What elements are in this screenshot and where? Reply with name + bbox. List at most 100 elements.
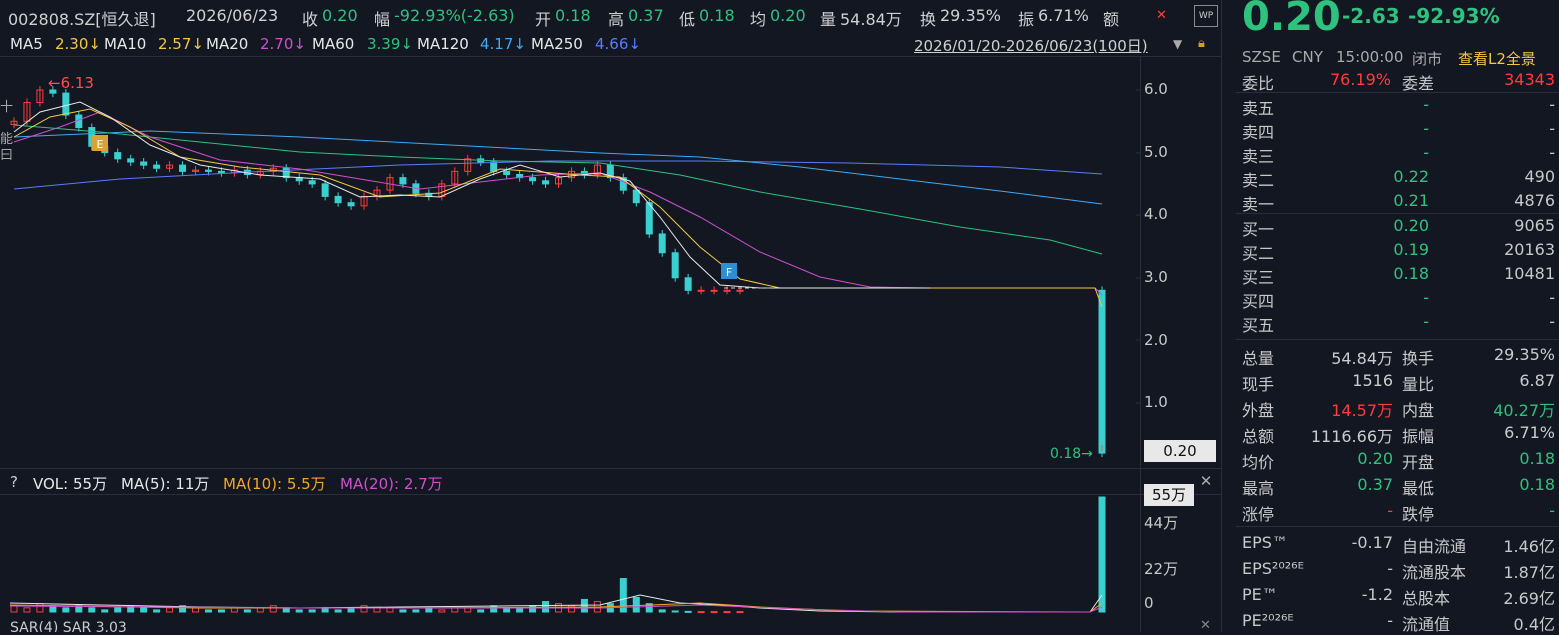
volume-value: 54.84万 xyxy=(840,10,902,29)
candle xyxy=(710,289,718,292)
stat-value: 0.18 xyxy=(1519,449,1555,468)
ma5-line xyxy=(13,101,930,289)
dropdown-arrow-icon[interactable]: ▼ xyxy=(1173,37,1183,51)
volume-bar xyxy=(697,611,705,614)
candle xyxy=(658,233,666,254)
volume-bar xyxy=(308,609,316,613)
candle xyxy=(75,114,83,129)
divider xyxy=(1221,0,1222,632)
stat-row: 涨停 - 跌停 - xyxy=(1222,499,1559,524)
stat-value: - xyxy=(1387,501,1393,520)
candle xyxy=(308,180,316,185)
volume-top-tag: 55万 xyxy=(1144,484,1194,506)
ma60-value: 3.39↓ xyxy=(367,35,413,53)
last-price-tag: 0.20 xyxy=(1144,440,1216,462)
ask-price: - xyxy=(1423,95,1429,114)
wp-icon[interactable]: WP xyxy=(1194,5,1218,27)
ma20-label: MA20 xyxy=(206,35,249,53)
event-marker-e[interactable] xyxy=(92,135,108,151)
volume-bar xyxy=(438,609,446,613)
ma20-value: 2.70↓ xyxy=(260,35,306,53)
ma5-value: 2.30↓ xyxy=(55,35,101,53)
avg-label: 均 xyxy=(750,10,767,29)
volume-label: 量 xyxy=(820,10,837,29)
volume-value: VOL: 55万 xyxy=(33,475,108,493)
volume-header: ? VOL: 55万 MA(5): 11万 MA(10): 5.5万 MA(20… xyxy=(0,470,1140,494)
ask-row: 卖五 - - xyxy=(1222,93,1559,118)
help-icon[interactable]: ? xyxy=(10,473,18,491)
fundamental-row: PE™ -1.2 总股本 2.69亿 xyxy=(1222,583,1559,608)
volume-ma5: MA(5): 11万 xyxy=(121,475,210,493)
ma120-label: MA120 xyxy=(417,35,469,53)
stat-label: 量比 xyxy=(1402,375,1435,394)
bid-label: 买四 xyxy=(1242,292,1275,311)
bid-label: 买五 xyxy=(1242,316,1275,335)
volume-bar xyxy=(114,607,122,613)
divider xyxy=(0,468,1222,469)
candle xyxy=(36,89,44,104)
ma10-value: 2.57↓ xyxy=(158,35,204,53)
avg-value: 0.20 xyxy=(770,6,806,25)
volume-bar xyxy=(153,609,161,613)
sar-indicator-label: SAR(4) SAR 3.03 xyxy=(10,620,127,632)
high-value: 0.37 xyxy=(628,6,664,25)
quote-time: 15:00:00 xyxy=(1336,48,1404,66)
fundamental-label: EPS²⁰²⁶ᴱ xyxy=(1242,559,1304,578)
l2-link[interactable]: 查看L2全景 xyxy=(1458,50,1536,68)
close-icon[interactable]: ✕ xyxy=(1200,618,1211,633)
stat-value: 0.20 xyxy=(1357,449,1393,468)
candle xyxy=(464,158,472,172)
event-marker-f-label: F xyxy=(726,266,732,279)
volume-bar xyxy=(36,603,44,613)
exchange-row: SZSE CNY 15:00:00 闭市 查看L2全景 xyxy=(1222,46,1559,70)
candle xyxy=(684,277,692,291)
fundamental-value: - xyxy=(1387,559,1393,578)
close-icon[interactable]: ✕ xyxy=(1156,8,1167,23)
volume-chart[interactable] xyxy=(0,495,1140,615)
bid-volume: 9065 xyxy=(1514,216,1555,235)
ask-label: 卖五 xyxy=(1242,99,1275,118)
turnover-label: 换 xyxy=(920,10,937,29)
stat-label: 开盘 xyxy=(1402,453,1435,472)
candle xyxy=(671,252,679,279)
stock-code[interactable]: 002808.SZ[恒久退] xyxy=(8,10,156,29)
weicha-value: 34343 xyxy=(1504,70,1555,89)
volume-bars xyxy=(10,496,1106,614)
bid-volume: - xyxy=(1549,288,1555,307)
stat-label: 外盘 xyxy=(1242,401,1275,420)
weibi-value: 76.19% xyxy=(1330,70,1392,89)
ask-price: - xyxy=(1423,143,1429,162)
amplitude-label: 振 xyxy=(1018,10,1035,29)
price-axis-tick: 5.0 xyxy=(1144,143,1168,161)
candle xyxy=(632,189,640,204)
bid-price: 0.20 xyxy=(1393,216,1429,235)
weibi-label: 委比 xyxy=(1242,74,1275,93)
fundamental-label: 总股本 xyxy=(1402,589,1451,608)
volume-bar xyxy=(490,605,498,613)
candle xyxy=(451,170,459,185)
stat-label: 最低 xyxy=(1402,479,1435,498)
lock-icon[interactable]: 🔒︎ xyxy=(1198,36,1205,51)
date-range-selector[interactable]: 2026/01/20-2026/06/23(100日) xyxy=(914,37,1148,55)
price-chart[interactable]: ←6.13 E F 0.18→ xyxy=(0,57,1140,468)
volume-bar xyxy=(529,605,537,613)
volume-bar xyxy=(1098,496,1106,613)
fundamental-value: 2.69亿 xyxy=(1503,589,1555,608)
event-marker-f[interactable] xyxy=(721,263,737,279)
divider xyxy=(1236,92,1559,93)
volume-bar xyxy=(684,610,692,613)
bid-price: - xyxy=(1423,288,1429,307)
ask-label: 卖一 xyxy=(1242,195,1275,214)
fundamental-value: 1.87亿 xyxy=(1503,563,1555,582)
low-value: 0.18 xyxy=(699,6,735,25)
fundamental-label: 自由流通 xyxy=(1402,537,1467,556)
candle xyxy=(166,164,174,169)
change-value: -92.93%(-2.63) xyxy=(394,6,515,25)
volume-bar xyxy=(217,609,225,613)
candle xyxy=(127,158,135,163)
candle xyxy=(204,169,212,172)
candle xyxy=(1098,289,1106,454)
close-icon[interactable]: ✕ xyxy=(1199,472,1213,490)
stat-value: 6.87 xyxy=(1519,371,1555,390)
stat-label: 涨停 xyxy=(1242,505,1275,524)
